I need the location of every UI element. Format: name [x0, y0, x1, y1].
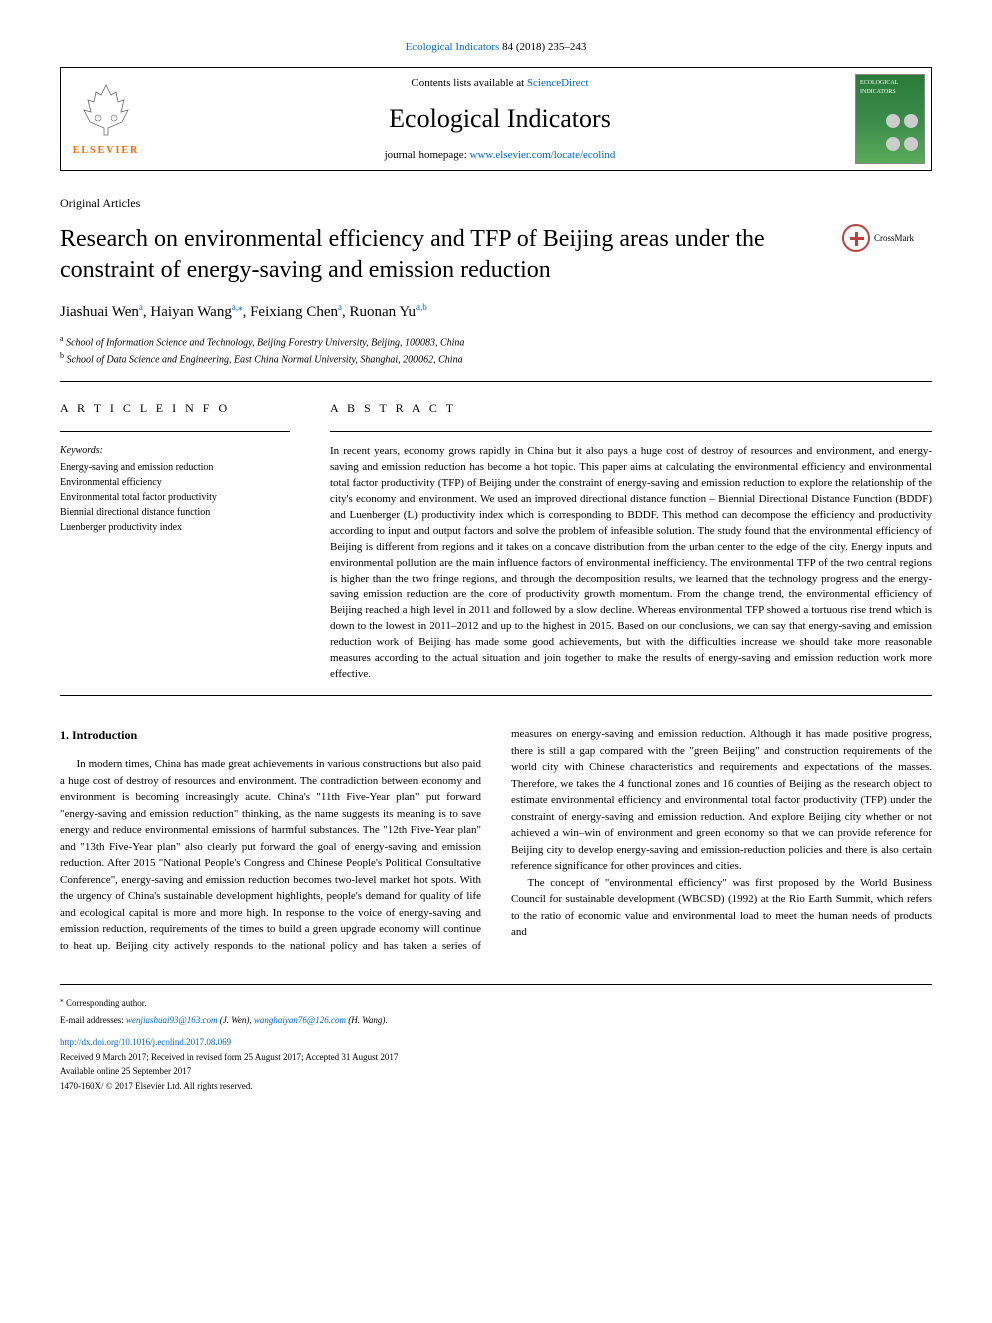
email-1-paren: (J. Wen),	[218, 1015, 254, 1025]
crossmark-icon	[842, 224, 870, 252]
sciencedirect-link[interactable]: ScienceDirect	[527, 77, 589, 89]
citation-volpages: 84 (2018) 235–243	[499, 41, 586, 53]
header-center: Contents lists available at ScienceDirec…	[151, 76, 849, 163]
title-row: Research on environmental efficiency and…	[60, 224, 932, 300]
elsevier-logo[interactable]: ELSEVIER	[61, 69, 151, 169]
keywords-list: Energy-saving and emission reduction Env…	[60, 460, 290, 535]
elsevier-tree-icon	[76, 80, 136, 140]
article-title: Research on environmental efficiency and…	[60, 224, 822, 286]
author-1: Jiashuai Wen	[60, 304, 139, 320]
corresponding-text: Corresponding author.	[64, 998, 147, 1008]
keywords-label: Keywords:	[60, 444, 290, 458]
email-1[interactable]: wenjiashuai93@163.com	[126, 1015, 218, 1025]
emails: E-mail addresses: wenjiashuai93@163.com …	[60, 1014, 932, 1027]
corresponding-author: ⁎ Corresponding author.	[60, 995, 932, 1010]
info-abstract-row: A R T I C L E I N F O Keywords: Energy-s…	[60, 400, 932, 683]
copyright-line: 1470-160X/ © 2017 Elsevier Ltd. All righ…	[60, 1080, 932, 1093]
author-2: , Haiyan Wang	[143, 304, 232, 320]
journal-title: Ecological Indicators	[151, 101, 849, 137]
article-type: Original Articles	[60, 195, 932, 212]
dates-line: Received 9 March 2017; Received in revis…	[60, 1051, 932, 1064]
doi-link[interactable]: http://dx.doi.org/10.1016/j.ecolind.2017…	[60, 1037, 231, 1047]
citation-journal-link[interactable]: Ecological Indicators	[406, 41, 500, 53]
doi-line: http://dx.doi.org/10.1016/j.ecolind.2017…	[60, 1036, 932, 1049]
header-box: ELSEVIER Contents lists available at Sci…	[60, 67, 932, 171]
keyword: Environmental total factor productivity	[60, 490, 290, 505]
section-1-heading: 1. Introduction	[60, 726, 481, 744]
abstract-heading: A B S T R A C T	[330, 400, 932, 417]
two-column-body: 1. Introduction In modern times, China h…	[60, 726, 932, 954]
email-2[interactable]: wanghaiyan76@126.com	[254, 1015, 346, 1025]
journal-cover-label: ECOLOGICAL INDICATORS	[856, 75, 924, 100]
abstract-divider	[330, 431, 932, 432]
top-citation: Ecological Indicators 84 (2018) 235–243	[60, 40, 932, 55]
intro-para-2: The concept of "environmental efficiency…	[511, 875, 932, 941]
keyword: Environmental efficiency	[60, 475, 290, 490]
emails-label: E-mail addresses:	[60, 1015, 126, 1025]
author-4-sup[interactable]: a,b	[416, 302, 427, 312]
email-2-paren: (H. Wang).	[346, 1015, 388, 1025]
affiliation-a: a School of Information Science and Tech…	[60, 333, 932, 350]
homepage-prefix: journal homepage:	[385, 149, 470, 161]
contents-prefix: Contents lists available at	[411, 77, 526, 89]
divider-bottom	[60, 695, 932, 696]
keyword: Luenberger productivity index	[60, 520, 290, 535]
author-3: , Feixiang Chen	[243, 304, 338, 320]
introduction-section: 1. Introduction In modern times, China h…	[60, 726, 932, 954]
crossmark-badge[interactable]: CrossMark	[842, 224, 932, 252]
contents-line: Contents lists available at ScienceDirec…	[151, 76, 849, 91]
journal-cover[interactable]: ECOLOGICAL INDICATORS	[855, 74, 925, 164]
author-4: , Ruonan Yu	[342, 304, 416, 320]
keyword: Energy-saving and emission reduction	[60, 460, 290, 475]
article-info: A R T I C L E I N F O Keywords: Energy-s…	[60, 400, 290, 683]
affiliations: a School of Information Science and Tech…	[60, 333, 932, 368]
authors: Jiashuai Wena, Haiyan Wanga,⁎, Feixiang …	[60, 301, 932, 323]
available-line: Available online 25 September 2017	[60, 1065, 932, 1078]
abstract: A B S T R A C T In recent years, economy…	[330, 400, 932, 683]
keyword: Biennial directional distance function	[60, 505, 290, 520]
affiliation-b: b School of Data Science and Engineering…	[60, 350, 932, 367]
info-divider	[60, 431, 290, 432]
footer: ⁎ Corresponding author. E-mail addresses…	[60, 984, 932, 1093]
divider-top	[60, 381, 932, 382]
article-info-heading: A R T I C L E I N F O	[60, 400, 290, 417]
abstract-text: In recent years, economy grows rapidly i…	[330, 444, 932, 683]
homepage-line: journal homepage: www.elsevier.com/locat…	[151, 148, 849, 163]
crossmark-label: CrossMark	[874, 232, 914, 245]
journal-cover-decor	[884, 112, 920, 158]
elsevier-text: ELSEVIER	[73, 144, 140, 158]
homepage-link[interactable]: www.elsevier.com/locate/ecolind	[470, 149, 616, 161]
